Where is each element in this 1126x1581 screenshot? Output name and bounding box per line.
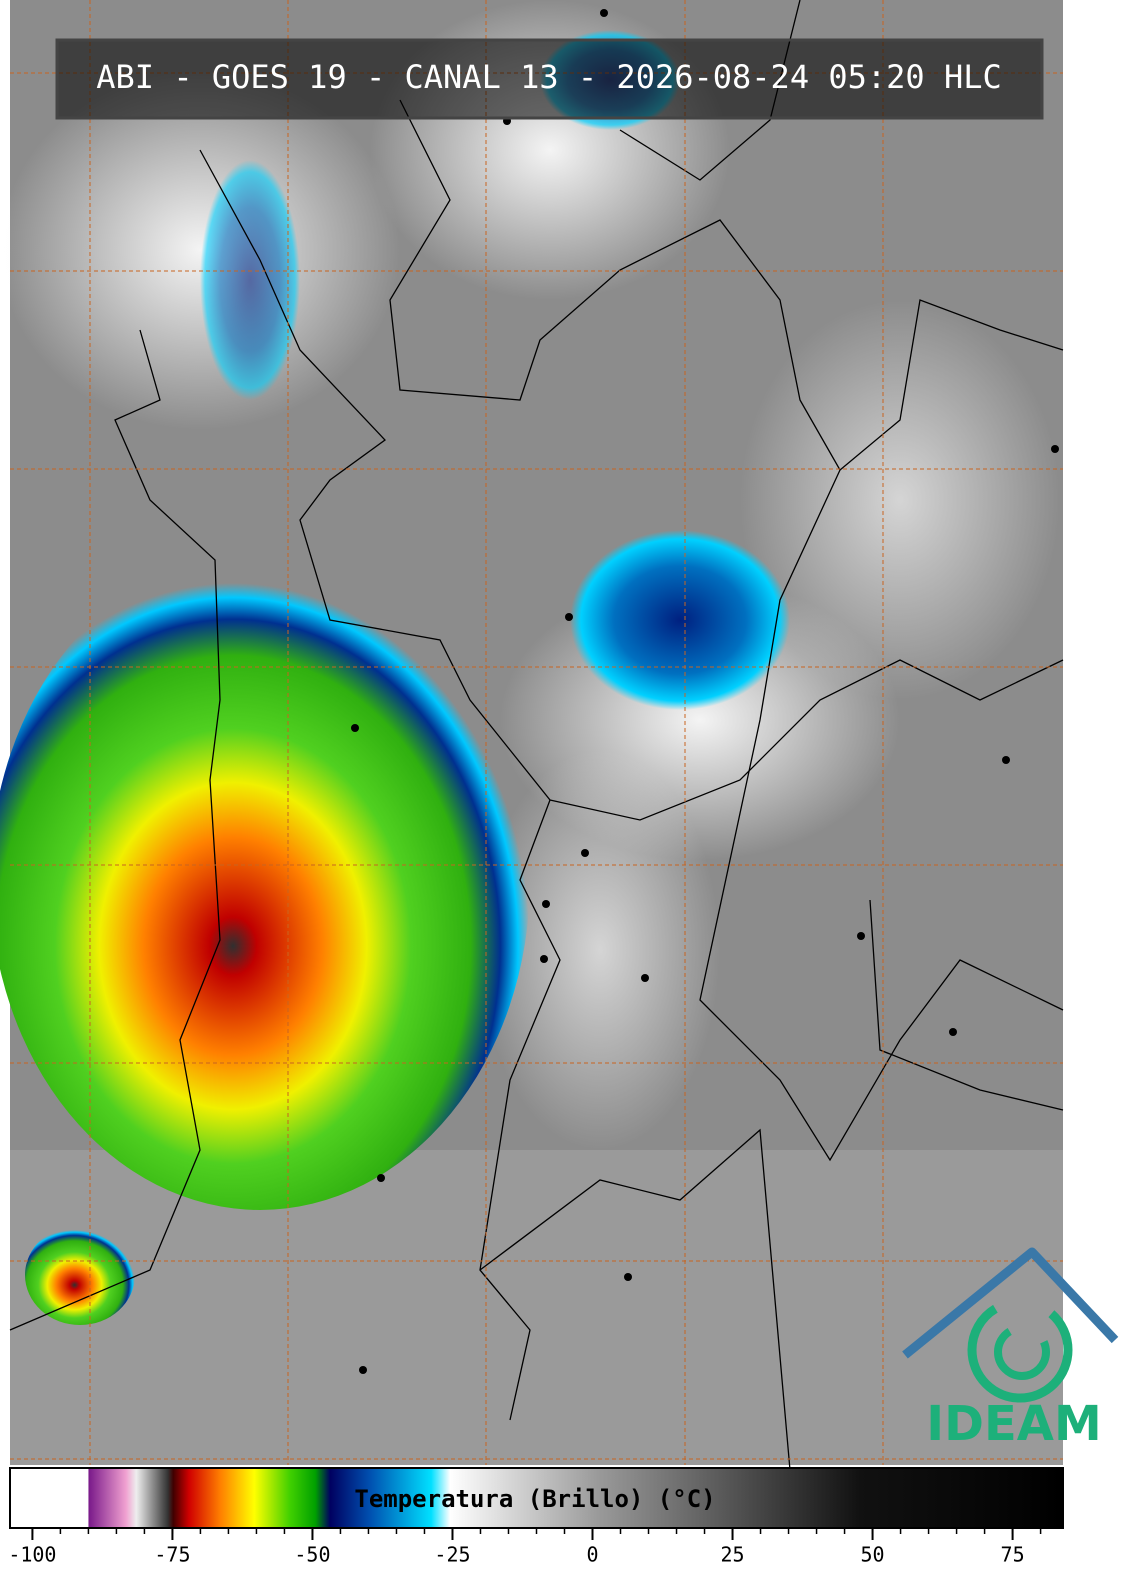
borders <box>9 0 1064 1471</box>
tick-label: -25 <box>434 1543 470 1567</box>
tick-label: -50 <box>294 1543 330 1567</box>
logo-text: IDEAM <box>926 1396 1101 1452</box>
tick-label: -100 <box>8 1543 56 1567</box>
title: ABI - GOES 19 - CANAL 13 - 2026-08-24 05… <box>96 58 1001 96</box>
tick-label: 50 <box>861 1543 885 1567</box>
graticule <box>10 0 1063 1465</box>
city-markers <box>351 9 1059 1374</box>
tick-label: -75 <box>154 1543 190 1567</box>
title-box <box>55 38 1044 120</box>
tick-label: 75 <box>1001 1543 1025 1567</box>
colorbar-label: Temperatura (Brillo) (°C) <box>354 1485 715 1513</box>
ideam-logo: IDEAM <box>902 1247 1119 1452</box>
colorbar <box>9 1467 1064 1529</box>
tick-label: 25 <box>720 1543 744 1567</box>
tick-label: 0 <box>586 1543 598 1567</box>
